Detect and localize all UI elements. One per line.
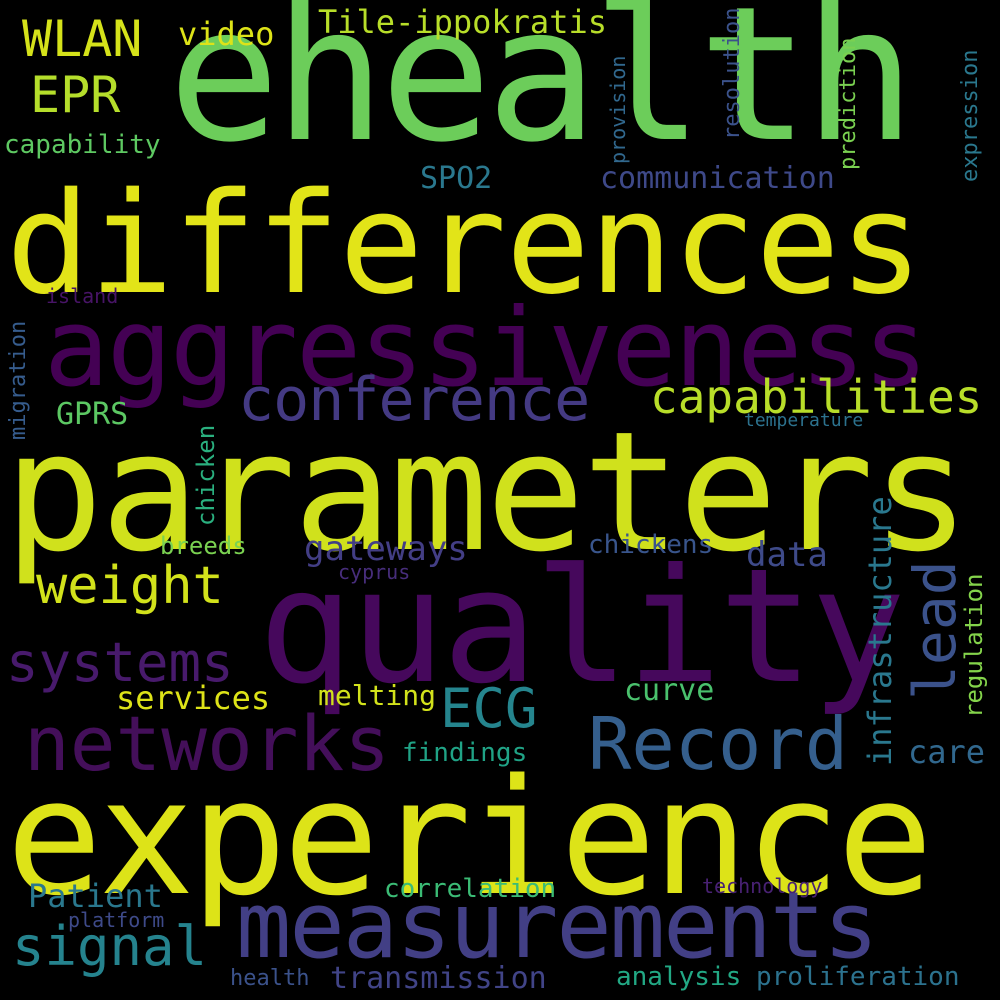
word-patient: Patient: [28, 877, 163, 915]
word-tile-ippokratis: Tile-ippokratis: [318, 3, 607, 41]
word-platform: platform: [68, 908, 165, 932]
word-lead: lead: [901, 560, 969, 700]
word-weight: weight: [36, 556, 224, 616]
word-care: care: [908, 733, 986, 771]
word-signal: signal: [12, 915, 208, 978]
word-temperature: temperature: [744, 410, 864, 431]
word-curve: curve: [624, 673, 715, 708]
word-data: data: [746, 535, 828, 575]
word-breeds: breeds: [160, 532, 247, 560]
word-provision: provision: [606, 55, 630, 164]
word-capabilities: capabilities: [650, 370, 983, 424]
word-services: services: [116, 679, 271, 717]
word-spo2: SPO2: [420, 161, 493, 196]
word-findings: findings: [402, 738, 528, 768]
word-migration: migration: [6, 320, 31, 440]
word-aggressiveness: aggressiveness: [44, 286, 928, 411]
word-conference: conference: [238, 365, 590, 435]
word-infrastructure: infrastructure: [861, 496, 899, 766]
word-capability: capability: [4, 130, 161, 160]
word-analysis: analysis: [616, 962, 742, 992]
word-resolution: resolution: [720, 7, 745, 140]
word-correlation: correlation: [384, 874, 557, 904]
word-island: island: [46, 284, 119, 308]
word-gprs: GPRS: [56, 397, 129, 432]
word-video: video: [178, 15, 275, 53]
word-expression: expression: [958, 49, 983, 182]
word-technology: technology: [702, 874, 823, 898]
word-regulation: regulation: [960, 573, 988, 719]
word-cyprus: cyprus: [338, 560, 411, 584]
word-transmission: transmission: [330, 961, 547, 996]
word-chicken: chicken: [192, 424, 220, 526]
word-epr: EPR: [30, 66, 121, 124]
word-experience: experience: [6, 744, 933, 931]
word-proliferation: proliferation: [756, 962, 960, 992]
word-health: health: [230, 966, 310, 991]
word-ecg: ECG: [440, 677, 538, 740]
word-record: Record: [588, 702, 849, 786]
word-chickens: chickens: [588, 530, 714, 560]
word-communication: communication: [600, 161, 835, 196]
word-wlan: WLAN: [22, 10, 143, 68]
word-ehealth: ehealth: [168, 0, 916, 183]
word-melting: melting: [318, 679, 437, 712]
word-networks: networks: [24, 699, 391, 788]
word-quality: quality: [258, 535, 906, 719]
word-systems: systems: [6, 631, 234, 694]
word-gateways: gateways: [304, 529, 468, 569]
word-measurements: measurements: [236, 872, 879, 979]
word-prediction: prediction: [836, 37, 861, 170]
word-differences: differences: [6, 163, 923, 326]
word-parameters: parameters: [4, 396, 970, 588]
